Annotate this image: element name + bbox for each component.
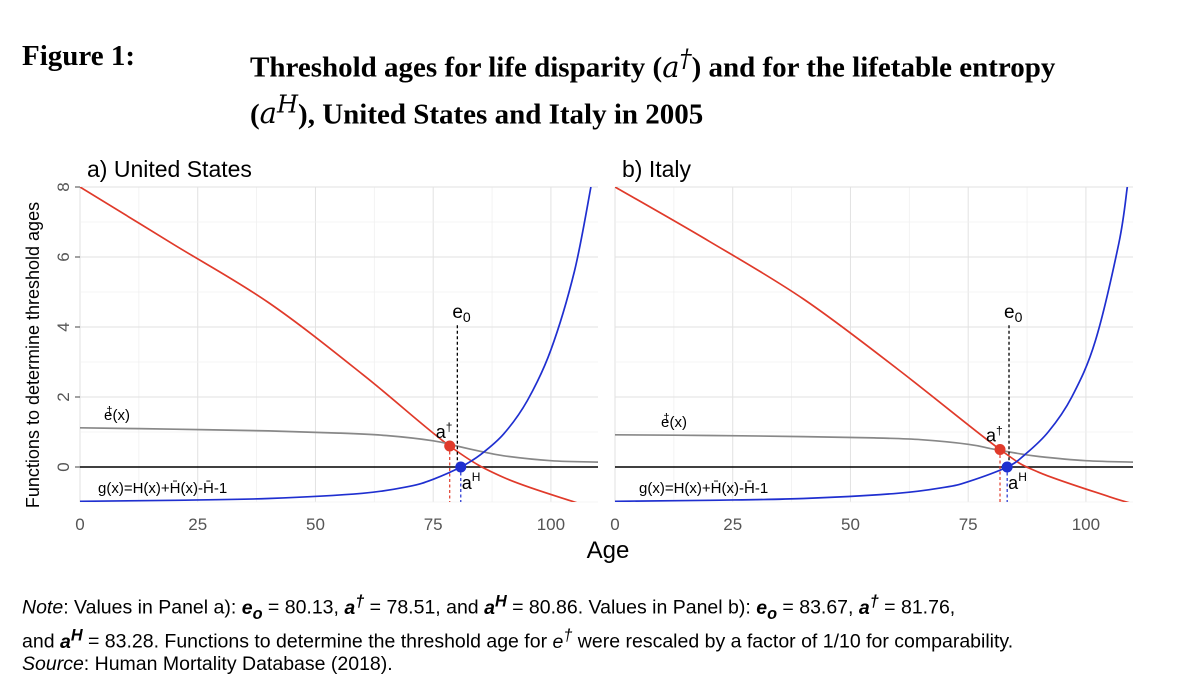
note-edag: e† xyxy=(552,626,573,653)
panel-united-states: a) United States 0 25 50 75 100 0 2 4 6 8 e0 a† aH e†(… xyxy=(54,156,598,534)
y-tick-label: 8 xyxy=(54,182,73,191)
aH-label: aH xyxy=(462,470,481,493)
note-aH-b: aH xyxy=(59,626,83,653)
adag-point xyxy=(994,444,1006,455)
g-curve xyxy=(615,187,1129,502)
aH-point xyxy=(455,461,467,473)
figure-label: Figure 1: xyxy=(22,40,136,72)
edagger-curve xyxy=(615,433,1133,463)
series-group xyxy=(615,187,1133,502)
series-group xyxy=(80,187,598,502)
x-tick-label: 25 xyxy=(723,515,742,534)
g-label: g(x)=H(x)+H̄(x)-H̄-1 xyxy=(98,480,227,497)
x-tick-label: 25 xyxy=(188,515,207,534)
note-e0-b: eo xyxy=(756,596,777,623)
x-tick-label: 75 xyxy=(959,515,978,534)
x-axis-label: Age xyxy=(587,537,630,564)
note-aH-a: aH xyxy=(484,592,507,619)
source-label: Source xyxy=(22,652,84,675)
red-threshold-curve xyxy=(80,187,578,502)
y-tick-label: 6 xyxy=(54,252,73,261)
e0-label: e0 xyxy=(452,302,471,325)
aH-label: aH xyxy=(1008,470,1027,493)
figure-note: Note: Values in Panel a): eo = 80.13, a†… xyxy=(22,592,1014,675)
adag-label: a† xyxy=(986,424,1003,446)
adag-label: a† xyxy=(436,420,453,442)
note-label: Note xyxy=(22,596,64,619)
panel-italy: b) Italy 0 25 50 75 100 e0 a† aH e†(x) g(x)=H(x)+H… xyxy=(610,156,1133,534)
edagger-curve xyxy=(80,426,598,463)
note-adag-a: a† xyxy=(344,592,365,619)
edagger-label: e†(x) xyxy=(104,405,130,424)
y-tick-label: 4 xyxy=(54,322,73,331)
title-symbol-adag: a† xyxy=(662,44,692,84)
adag-point xyxy=(444,440,456,452)
edagger-label: e†(x) xyxy=(661,412,687,431)
source-text: : Human Mortality Database (2018). xyxy=(83,652,393,675)
x-tick-label: 75 xyxy=(424,515,443,534)
panel-title: a) United States xyxy=(87,156,252,182)
note-adag-b: a† xyxy=(858,592,879,619)
x-tick-label: 50 xyxy=(841,515,860,534)
panel-title: b) Italy xyxy=(622,156,692,182)
e0-label: e0 xyxy=(1004,302,1023,325)
g-label: g(x)=H(x)+H̄(x)-H̄-1 xyxy=(639,480,768,497)
x-tick-label: 50 xyxy=(306,515,325,534)
note-e0-a: eo xyxy=(241,596,263,623)
x-tick-label: 100 xyxy=(537,515,565,534)
title-part-1: Threshold ages for life disparity ( xyxy=(250,51,663,84)
title-part-2: ) and for the lifetable entropy xyxy=(691,51,1056,84)
x-tick-label: 0 xyxy=(610,515,619,534)
y-tick-label: 0 xyxy=(54,462,73,471)
figure-title: Threshold ages for life disparity (a†) a… xyxy=(250,44,1056,131)
x-tick-label: 0 xyxy=(75,515,84,534)
y-axis-label: Functions to determine threshold ages xyxy=(23,202,43,508)
red-threshold-curve xyxy=(615,187,1130,502)
title-part-3: ), United States and Italy in 2005 xyxy=(298,98,704,131)
y-tick-label: 2 xyxy=(54,392,73,401)
aH-point xyxy=(1001,461,1013,473)
title-symbol-aH: aH xyxy=(259,90,299,131)
x-tick-label: 100 xyxy=(1072,515,1100,534)
